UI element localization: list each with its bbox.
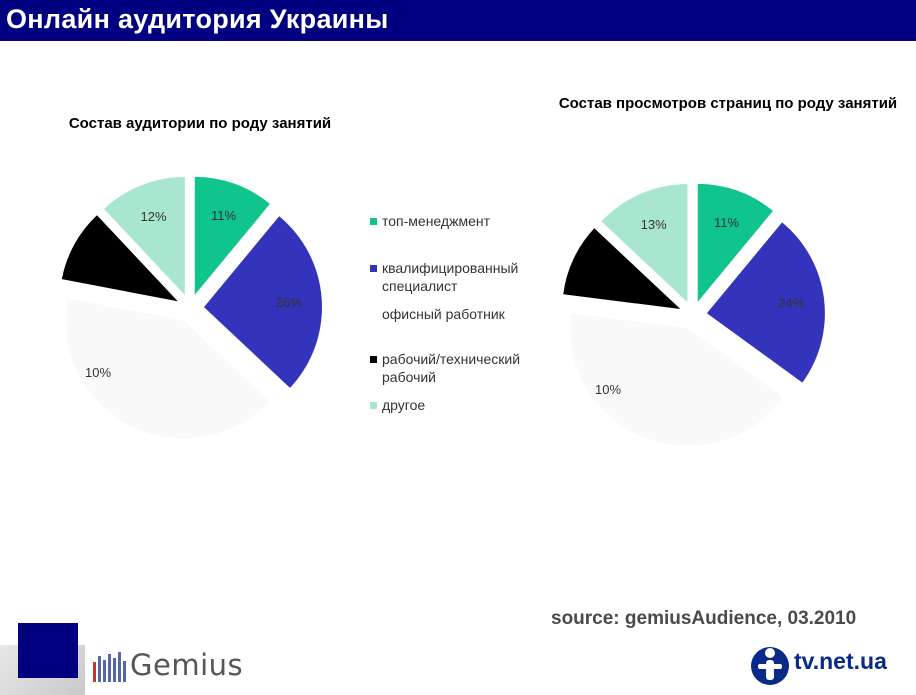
pie-slice-0-1 <box>203 216 322 388</box>
legend-item-other: другое <box>370 396 552 414</box>
decorative-square <box>18 623 78 678</box>
legend-item-office-worker: офисный работник <box>370 305 552 323</box>
pie-slice-1-0 <box>697 183 773 302</box>
legend-swatch-other <box>370 402 377 409</box>
chart-title-pageviews: Состав просмотров страниц по роду заняти… <box>558 95 898 112</box>
header-bar: Онлайн аудитория Украины <box>0 0 916 41</box>
pie-slice-1-4 <box>601 184 688 303</box>
pie-chart-pageviews: 11% 24% 10% 13% <box>563 183 825 447</box>
legend-item-top-management: топ-менеджмент <box>370 212 552 230</box>
pie-slice-1-1 <box>706 222 825 383</box>
pie-slice-label-0-3: 10% <box>85 365 111 380</box>
legend-label: офисный работник <box>382 306 505 322</box>
pie-slice-0-3 <box>61 215 178 302</box>
source-note: source: gemiusAudience, 03.2010 <box>551 608 857 629</box>
pie-slice-label-1-3: 10% <box>595 382 621 397</box>
pie-slice-label-0-1: 26% <box>276 295 302 310</box>
legend-swatch-worker <box>370 356 377 363</box>
legend-label: рабочий/технический рабочий <box>382 351 521 385</box>
pie-chart-audience: 11% 26% 10% 12% <box>61 176 322 439</box>
tvnet-figure-icon <box>751 647 789 685</box>
legend-swatch-top-management <box>370 218 377 225</box>
legend-label: топ-менеджмент <box>382 213 490 229</box>
pie-slice-0-0 <box>194 176 270 295</box>
legend-label: другое <box>382 397 426 413</box>
pie-slice-label-1-1: 24% <box>778 296 804 311</box>
pie-slice-label-1-4: 13% <box>641 217 667 232</box>
chart-title-audience: Состав аудитории по роду занятий <box>68 115 332 132</box>
legend-swatch-qualified-specialist <box>370 265 377 272</box>
tvnet-logo-text: tv.net.ua <box>794 648 887 674</box>
pie-slice-0-2 <box>65 298 270 439</box>
pie-slice-label-1-0: 11% <box>714 215 739 230</box>
pie-slice-label-0-4: 12% <box>141 209 167 224</box>
pie-slice-1-3 <box>563 228 681 310</box>
gemius-logo: Gemius <box>0 600 244 695</box>
pie-slice-1-2 <box>569 313 784 447</box>
legend-label: квалифицированный специалист <box>382 260 519 294</box>
pie-slice-0-4 <box>104 176 185 295</box>
legend-item-qualified-specialist: квалифицированный специалист <box>370 259 552 295</box>
gemius-bars-icon <box>93 652 126 682</box>
tvnet-logo: tv.net.ua <box>750 640 910 690</box>
page-title: Онлайн аудитория Украины <box>6 4 389 34</box>
gemius-logo-text: Gemius <box>130 648 244 682</box>
legend-item-worker: рабочий/технический рабочий <box>370 350 552 386</box>
pie-slice-label-0-0: 11% <box>211 208 236 223</box>
